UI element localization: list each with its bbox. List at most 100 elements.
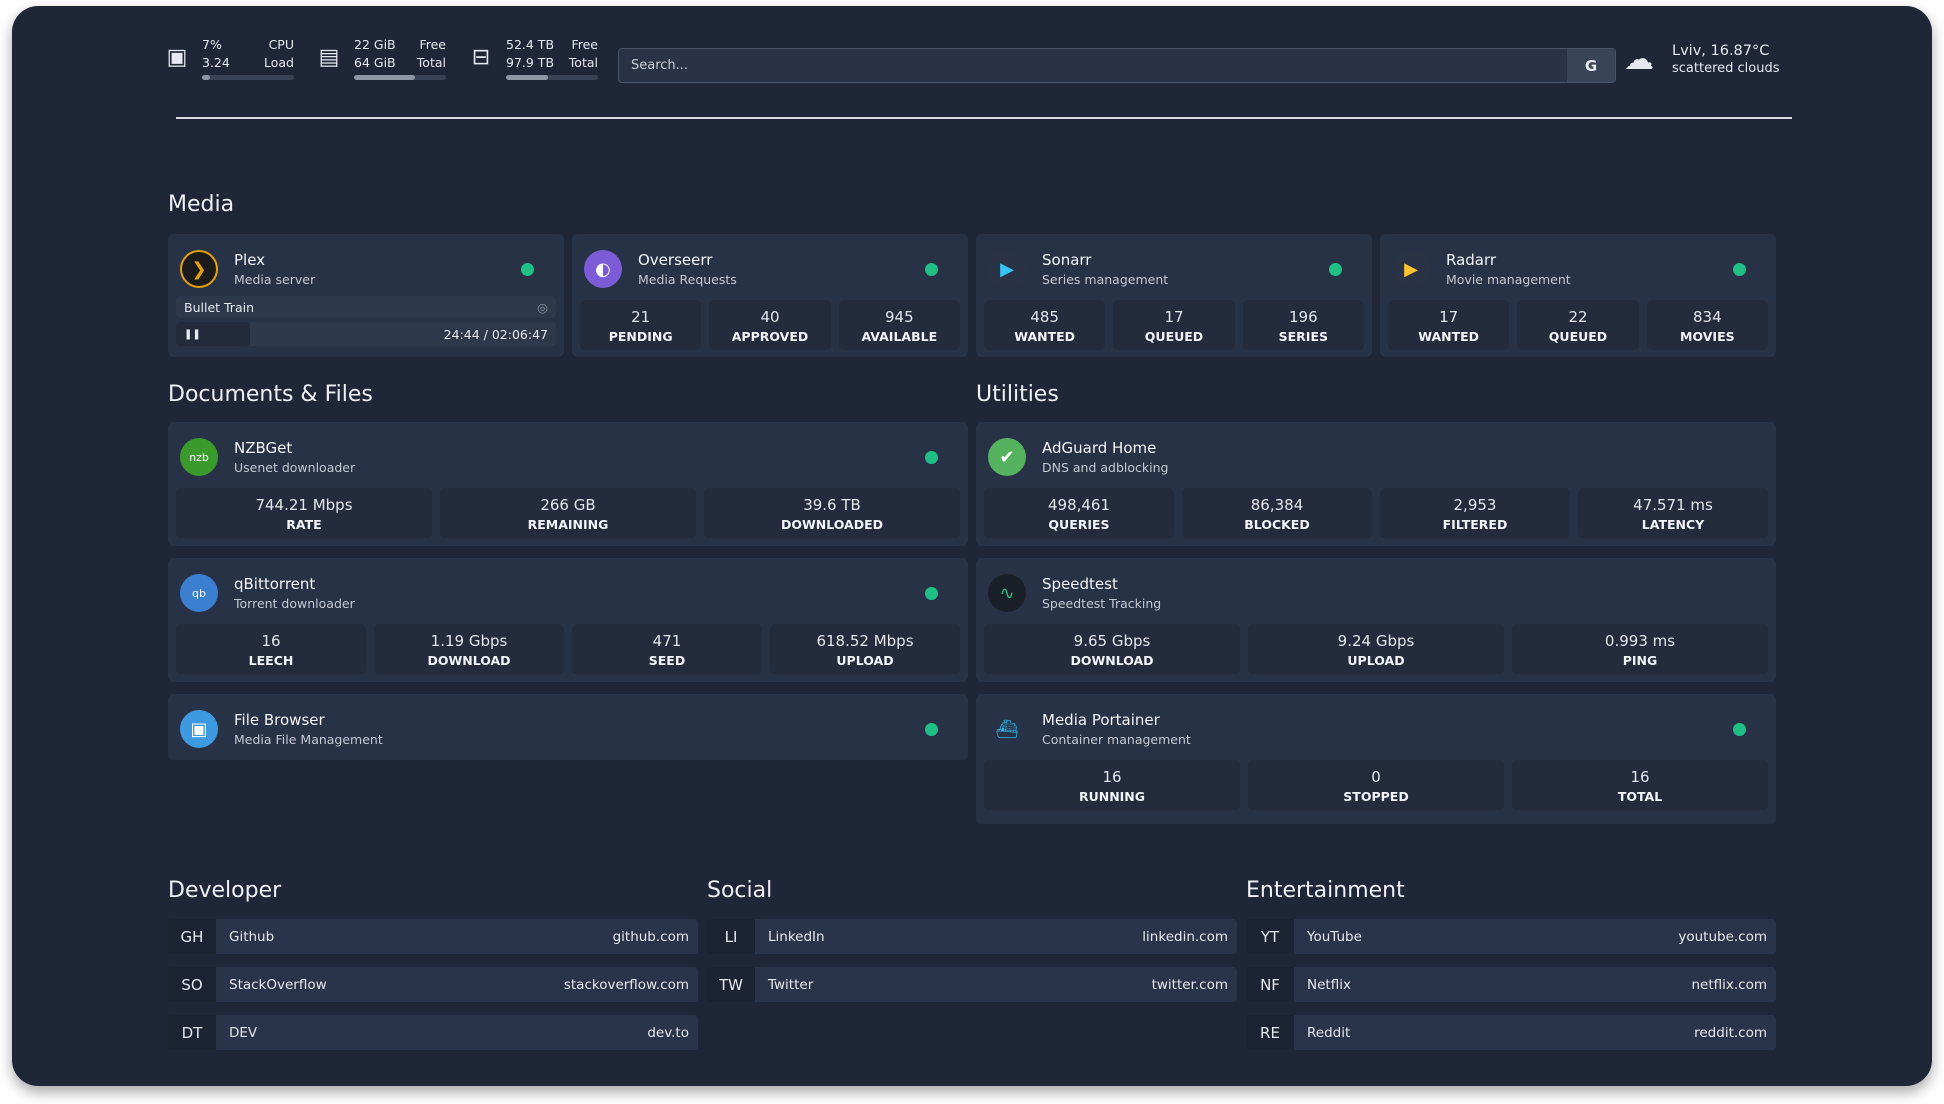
bookmark-entertainment[interactable]: YT YouTube youtube.com <box>1246 919 1776 954</box>
bookmark-developer[interactable]: SO StackOverflow stackoverflow.com <box>168 967 698 1002</box>
service-description: Movie management <box>1446 272 1571 287</box>
service-description: Speedtest Tracking <box>1042 596 1162 611</box>
bookmark-url: github.com <box>612 928 689 945</box>
service-description: Media File Management <box>234 732 383 747</box>
stat-label: QUEUED <box>1144 329 1204 344</box>
bookmark-social[interactable]: TW Twitter twitter.com <box>707 967 1237 1002</box>
stat-block: 39.6 TB DOWNLOADED <box>704 488 960 538</box>
stat-block: 196 SERIES <box>1242 300 1364 350</box>
section-title-entertainment: Entertainment <box>1246 878 1405 903</box>
disk-bar <box>506 75 598 80</box>
memory-bar <box>354 75 446 80</box>
stat-label: AVAILABLE <box>861 329 938 344</box>
now-playing: Bullet Train ◎ <box>176 296 556 318</box>
search-input[interactable] <box>619 49 1567 82</box>
filebrowser-logo-icon: ▣ <box>180 710 218 748</box>
stat-block: 0.993 ms PING <box>1512 624 1768 674</box>
stat-label: RUNNING <box>1078 789 1146 804</box>
bookmark-name[interactable]: YouTube <box>1307 928 1362 945</box>
stat-block: 0 STOPPED <box>1248 760 1504 810</box>
stat-value: 39.6 TB <box>803 496 861 514</box>
section-title-media: Media <box>168 192 235 217</box>
stat-label: QUEUED <box>1548 329 1608 344</box>
stat-block: 16 RUNNING <box>984 760 1240 810</box>
stat-block: 9.24 Gbps UPLOAD <box>1248 624 1504 674</box>
search-provider-button[interactable]: G <box>1567 49 1615 82</box>
bookmark-name[interactable]: Reddit <box>1307 1024 1351 1041</box>
status-dot <box>521 262 534 276</box>
service-card-portainer[interactable]: ⛴ Media Portainer Container management 16 R… <box>976 694 1776 824</box>
bookmark-name[interactable]: LinkedIn <box>768 928 825 945</box>
bookmark-name[interactable]: Github <box>229 928 275 945</box>
bookmark-name[interactable]: Twitter <box>768 976 814 993</box>
bookmark-name[interactable]: DEV <box>229 1024 258 1041</box>
disk-total: 97.9 TB <box>506 55 555 70</box>
service-description: Media server <box>234 272 316 287</box>
stat-value: 16 <box>261 632 281 650</box>
stat-value: 47.571 ms <box>1633 496 1713 514</box>
stat-value: 22 <box>1568 308 1588 326</box>
stat-value: 0.993 ms <box>1604 632 1676 650</box>
stat-label: WANTED <box>1014 329 1076 344</box>
bookmark-abbr: DT <box>168 1015 216 1050</box>
service-card-plex[interactable]: ❯ Plex Media server Bullet Train ◎ ❚❚ 24:4… <box>168 234 564 357</box>
status-dot <box>1733 262 1746 276</box>
stat-block: 22 QUEUED <box>1517 300 1639 350</box>
service-card-radarr[interactable]: ▶ Radarr Movie management 17 WANTED 22 QUEUED… <box>1380 234 1776 357</box>
stat-value: 17 <box>1439 308 1459 326</box>
cpu-load: 3.24 <box>202 55 230 70</box>
bookmark-url: dev.to <box>647 1024 689 1041</box>
total-label: Total <box>568 55 598 70</box>
service-name: NZBGet <box>234 439 293 457</box>
stat-label: BLOCKED <box>1244 517 1310 532</box>
search-bar: G <box>618 48 1616 83</box>
stat-value: 16 <box>1102 768 1122 786</box>
service-name: Overseerr <box>638 251 713 269</box>
bookmark-name[interactable]: StackOverflow <box>229 976 327 993</box>
playback-progress[interactable]: ❚❚ 24:44 / 02:06:47 <box>176 322 556 346</box>
stat-block: 498,461 QUERIES <box>984 488 1174 538</box>
service-name: Media Portainer <box>1042 711 1160 729</box>
transcode-icon: ◎ <box>537 299 548 315</box>
stat-value: 9.65 Gbps <box>1073 632 1151 650</box>
overseerr-logo-icon: ◐ <box>584 250 622 288</box>
service-card-sonarr[interactable]: ▶ Sonarr Series management 485 WANTED 17 QUEU… <box>976 234 1372 357</box>
bookmark-url: reddit.com <box>1694 1024 1767 1041</box>
stat-value: 40 <box>760 308 780 326</box>
cpu-label: CPU <box>268 37 294 52</box>
stat-label: PING <box>1622 653 1658 668</box>
bookmark-url: youtube.com <box>1678 928 1767 945</box>
service-card-nzbget[interactable]: nzb NZBGet Usenet downloader 744.21 Mbps RA… <box>168 422 968 546</box>
stat-block: 471 SEED <box>572 624 762 674</box>
service-card-speedtest[interactable]: ∿ Speedtest Speedtest Tracking 9.65 Gbps DO… <box>976 558 1776 682</box>
stat-label: DOWNLOAD <box>427 653 511 668</box>
status-dot <box>925 262 938 276</box>
stat-block: 744.21 Mbps RATE <box>176 488 432 538</box>
stat-block: 1.19 Gbps DOWNLOAD <box>374 624 564 674</box>
pause-icon[interactable]: ❚❚ <box>184 328 201 340</box>
stat-value: 744.21 Mbps <box>255 496 353 514</box>
memory-icon: ▤ <box>318 44 340 70</box>
bookmark-name[interactable]: Netflix <box>1307 976 1351 993</box>
disk-free: 52.4 TB <box>506 37 555 52</box>
bookmark-developer[interactable]: DT DEV dev.to <box>168 1015 698 1050</box>
stat-label: APPROVED <box>731 329 809 344</box>
service-description: Usenet downloader <box>234 460 356 475</box>
header-divider <box>176 117 1792 119</box>
bookmark-entertainment[interactable]: NF Netflix netflix.com <box>1246 967 1776 1002</box>
bookmark-social[interactable]: LI LinkedIn linkedin.com <box>707 919 1237 954</box>
stat-label: PENDING <box>608 329 673 344</box>
service-card-overseerr[interactable]: ◐ Overseerr Media Requests 21 PENDING 40 APPR… <box>572 234 968 357</box>
service-card-filebrowser[interactable]: ▣ File Browser Media File Management <box>168 694 968 760</box>
bookmark-abbr: LI <box>707 919 755 954</box>
load-label: Load <box>264 55 294 70</box>
stat-block: 618.52 Mbps UPLOAD <box>770 624 960 674</box>
service-card-adguard[interactable]: ✔ AdGuard Home DNS and adblocking 498,461 Q… <box>976 422 1776 546</box>
status-dot <box>1733 722 1746 736</box>
bookmark-developer[interactable]: GH Github github.com <box>168 919 698 954</box>
service-card-qbit[interactable]: qb qBittorrent Torrent downloader 16 LEECH 1… <box>168 558 968 682</box>
section-title-utilities: Utilities <box>976 382 1059 407</box>
memory-total: 64 GiB <box>354 55 396 70</box>
playback-time: 24:44 / 02:06:47 <box>443 326 548 342</box>
bookmark-entertainment[interactable]: RE Reddit reddit.com <box>1246 1015 1776 1050</box>
